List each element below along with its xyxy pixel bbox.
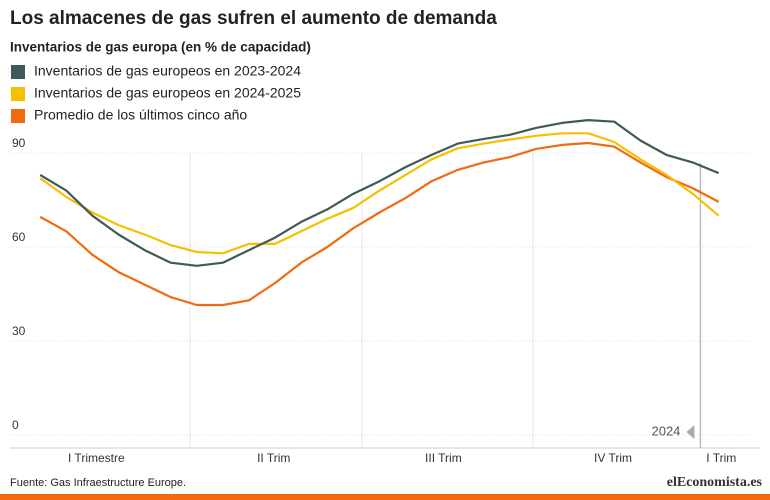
footer-bar bbox=[0, 494, 770, 500]
series-line bbox=[39, 141, 720, 307]
annotation-arrow bbox=[686, 425, 695, 439]
y-tick-label: 0 bbox=[12, 418, 19, 432]
annotation-label: 2024 bbox=[651, 423, 680, 438]
legend-swatch bbox=[11, 109, 25, 123]
y-tick-label: 60 bbox=[12, 230, 26, 244]
legend-label: Promedio de los últimos cinco año bbox=[34, 107, 247, 123]
chart-subtitle: Inventarios de gas europa (en % de capac… bbox=[10, 40, 311, 55]
legend-swatch bbox=[11, 87, 25, 101]
x-tick-label: I Trimestre bbox=[68, 451, 125, 465]
x-tick-label: II Trim bbox=[257, 451, 290, 465]
series-line bbox=[39, 119, 720, 267]
y-tick-label: 90 bbox=[12, 136, 26, 150]
legend-swatch bbox=[11, 65, 25, 79]
chart-title: Los almacenes de gas sufren el aumento d… bbox=[10, 8, 497, 29]
y-tick-label: 30 bbox=[12, 324, 26, 338]
legend-label: Inventarios de gas europeos en 2023-2024 bbox=[34, 63, 301, 79]
source: Fuente: Gas Infraestructure Europe. bbox=[10, 477, 186, 489]
logo: elEconomista.es bbox=[667, 475, 763, 490]
series-line bbox=[39, 132, 720, 255]
x-tick-label: I Trim bbox=[706, 451, 736, 465]
x-tick-label: III Trim bbox=[425, 451, 462, 465]
legend-label: Inventarios de gas europeos en 2024-2025 bbox=[34, 85, 301, 101]
x-tick-label: IV Trim bbox=[594, 451, 632, 465]
